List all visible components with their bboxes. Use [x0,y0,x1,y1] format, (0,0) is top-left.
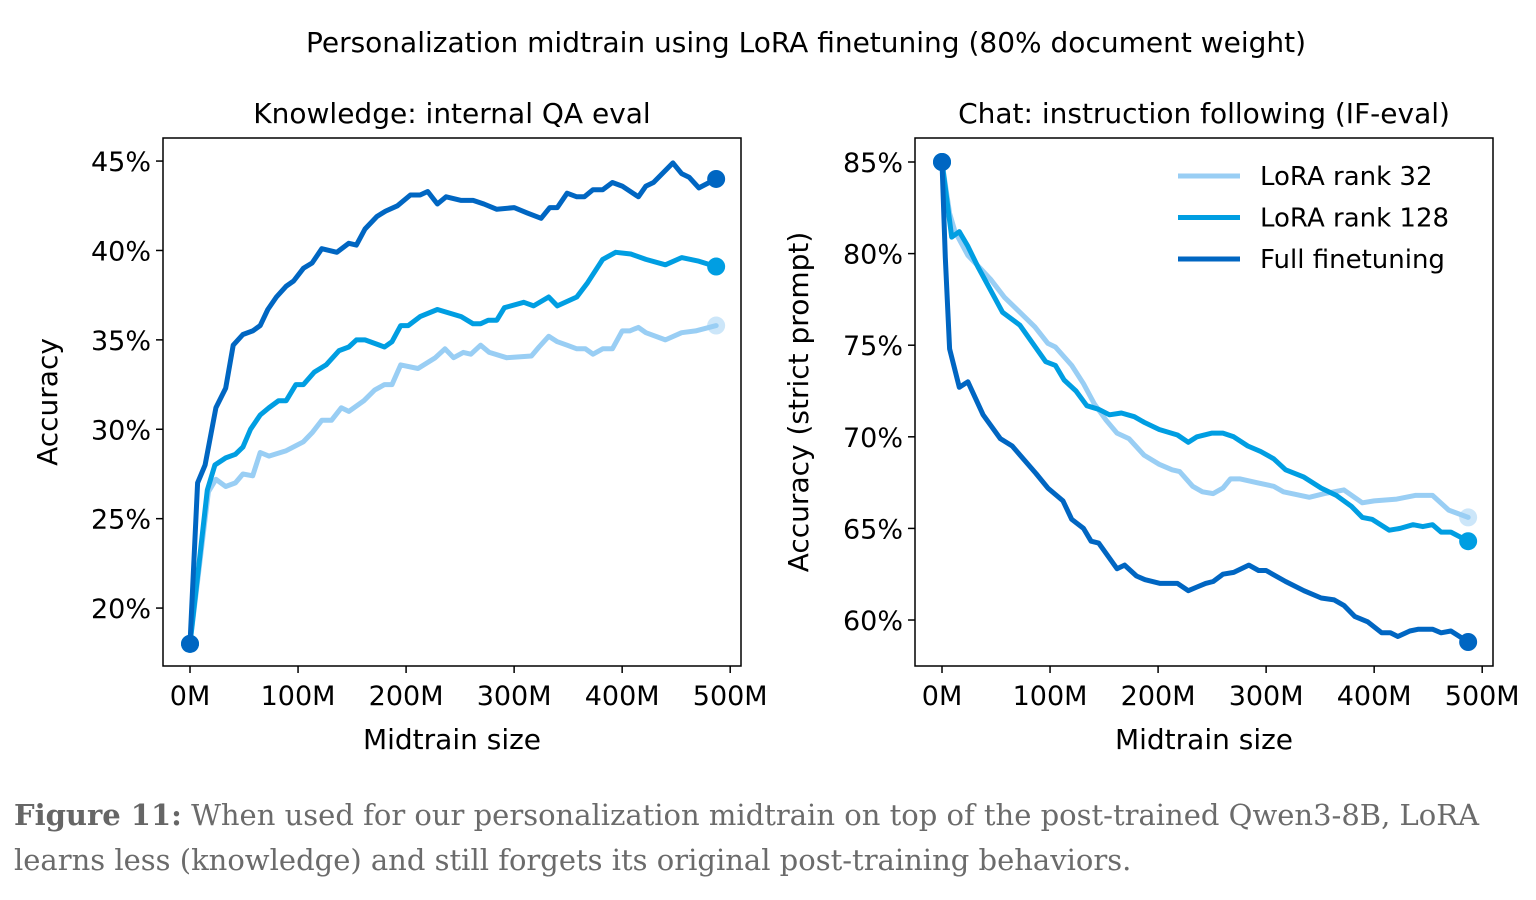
subplot-title: Chat: instruction following (IF-eval) [958,97,1450,130]
figure-caption: Figure 11: When used for our personaliza… [14,793,1524,883]
legend-label: LoRA rank 128 [1260,204,1449,234]
x-axis-label: Midtrain size [363,723,541,756]
figure: Personalization midtrain using LoRA fine… [31,26,1520,756]
y-tick-label: 25% [91,505,151,536]
y-tick-label: 20% [91,594,151,625]
y-tick-label: 65% [843,514,903,545]
y-tick-label: 70% [843,423,903,454]
y-tick-label: 45% [91,147,151,178]
y-tick-label: 80% [843,240,903,271]
end-marker-lora32 [1459,508,1478,527]
end-marker-lora128 [707,257,726,276]
series-line-full [939,159,1471,645]
y-tick-label: 85% [843,148,903,179]
caption-text: When used for our personalization midtra… [14,798,1480,877]
x-tick-label: 0M [922,681,962,712]
axes-frame [914,137,1494,667]
x-tick-label: 400M [585,681,660,712]
y-axis-label: Accuracy [31,338,64,466]
y-tick-label: 30% [91,415,151,446]
x-tick-label: 100M [261,681,336,712]
axes-frame [162,137,742,667]
y-tick-label: 40% [91,236,151,267]
x-tick-label: 0M [170,681,210,712]
y-axis-label: Accuracy (strict prompt) [782,232,815,573]
x-tick-label: 400M [1337,681,1412,712]
y-tick-label: 75% [843,331,903,362]
chat-subplot: Chat: instruction following (IF-eval) 0M 1… [782,97,1520,756]
x-tick-label: 300M [477,681,552,712]
x-tick-label: 300M [1229,681,1304,712]
subplot-title: Knowledge: internal QA eval [253,97,650,130]
x-axis-label: Midtrain size [1115,723,1293,756]
legend: LoRA rank 32 LoRA rank 128 Full finetuning [1178,162,1449,275]
x-tick-label: 500M [1445,681,1520,712]
series-line-full [187,160,719,647]
series-line-lora128 [939,159,1471,544]
end-marker-full [707,169,726,188]
x-tick-label: 100M [1013,681,1088,712]
end-marker-full [1459,633,1478,651]
start-marker-full [181,634,200,653]
legend-label: LoRA rank 32 [1260,162,1433,192]
x-tick-label: 500M [693,681,768,712]
y-tick-label: 60% [843,606,903,637]
y-tick-label: 35% [91,326,151,357]
caption-label: Figure 11: [14,798,182,832]
series-line-lora128 [187,249,719,647]
knowledge-subplot: Knowledge: internal QA eval 0M 100M 200M 300… [31,97,768,756]
end-marker-lora128 [1459,532,1478,551]
figure-title: Personalization midtrain using LoRA fine… [306,26,1306,59]
series-line-lora32 [187,323,719,647]
x-tick-label: 200M [369,681,444,712]
start-marker-full [933,153,952,171]
x-tick-label: 200M [1121,681,1196,712]
legend-label: Full finetuning [1260,245,1445,275]
series-line-lora32 [939,159,1471,520]
end-marker-lora32 [707,316,726,335]
